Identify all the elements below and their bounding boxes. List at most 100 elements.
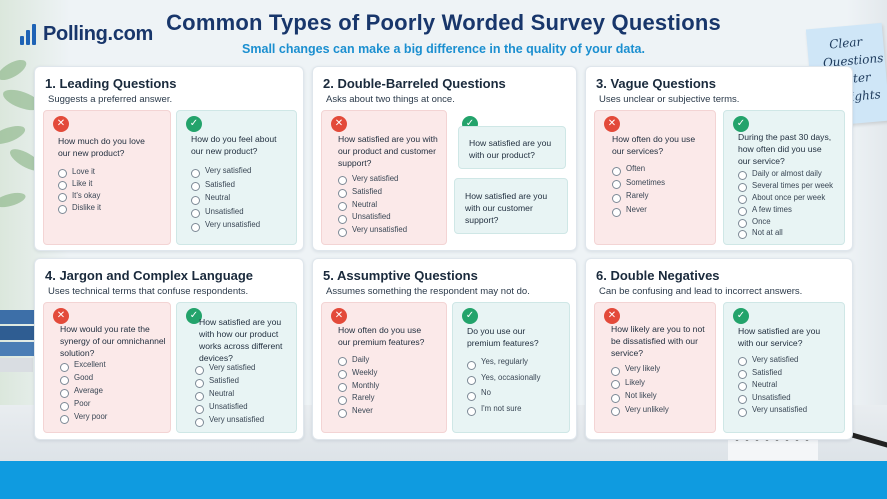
radio-option[interactable]: Excellent — [60, 360, 107, 373]
radio-option[interactable]: Very satisfied — [738, 355, 807, 368]
radio-option[interactable]: Satisfied — [195, 376, 264, 389]
radio-option[interactable]: Very unsatisfied — [195, 415, 264, 428]
radio-option[interactable]: Love it — [58, 167, 101, 179]
radio-option[interactable]: Dislike it — [58, 203, 101, 215]
brand-logo[interactable]: Polling.com — [20, 20, 153, 48]
radio-option[interactable]: Very satisfied — [338, 174, 407, 187]
radio-option[interactable]: Good — [60, 373, 107, 386]
bar-chart-icon — [20, 23, 38, 45]
radio-option[interactable]: Daily — [338, 355, 379, 368]
bad-example: ✕ How often do you use our premium featur… — [321, 302, 447, 433]
radio-option[interactable]: Weekly — [338, 368, 379, 381]
panel-vague-questions: 3. Vague Questions Uses unclear or subje… — [585, 66, 853, 251]
radio-option[interactable]: Yes, regularly — [467, 357, 541, 373]
radio-option[interactable]: It's okay — [58, 191, 101, 203]
radio-option[interactable]: Rarely — [612, 191, 665, 205]
bad-example: ✕ How likely are you to not be dissatisfi… — [594, 302, 716, 433]
question-text: How satisfied are you with our customer su… — [465, 191, 548, 225]
panel-description: Can be confusing and lead to incorrect a… — [599, 286, 803, 297]
x-icon: ✕ — [331, 308, 347, 324]
question-text: How often do you use our services? — [612, 134, 696, 156]
radio-option[interactable]: Very unlikely — [611, 405, 669, 419]
radio-option[interactable]: Very unsatisfied — [338, 225, 407, 238]
good-example: ✓ How satisfied are you with our service?… — [723, 302, 845, 433]
panel-description: Asks about two things at once. — [326, 94, 455, 105]
check-icon: ✓ — [733, 116, 749, 132]
radio-option[interactable]: Daily or almost daily — [738, 169, 833, 181]
radio-option[interactable]: Never — [612, 205, 665, 219]
radio-option[interactable]: Satisfied — [338, 187, 407, 200]
radio-option[interactable]: Average — [60, 386, 107, 399]
answer-options: Very satisfied Satisfied Neutral Unsatis… — [338, 174, 407, 238]
panel-assumptive-questions: 5. Assumptive Questions Assumes somethin… — [312, 258, 577, 440]
radio-option[interactable]: Neutral — [195, 389, 264, 402]
radio-option[interactable]: About once per week — [738, 193, 833, 205]
bad-example: ✕ How often do you use our services? Ofte… — [594, 110, 716, 245]
question-text: Do you use our premium features? — [467, 326, 539, 348]
radio-option[interactable]: Very poor — [60, 412, 107, 425]
question-text: How often do you use our premium features… — [338, 325, 425, 347]
panel-description: Suggests a preferred answer. — [48, 94, 173, 105]
radio-option[interactable]: Likely — [611, 378, 669, 392]
radio-option[interactable]: Monthly — [338, 381, 379, 394]
radio-option[interactable]: Not at all — [738, 228, 833, 240]
answer-options: Very satisfied Satisfied Neutral Unsatis… — [195, 363, 264, 428]
radio-option[interactable]: Rarely — [338, 393, 379, 406]
radio-option[interactable]: Satisfied — [191, 180, 260, 194]
page-title: Common Types of Poorly Worded Survey Que… — [166, 10, 721, 35]
radio-option[interactable]: Very unsatisfied — [738, 405, 807, 418]
radio-option[interactable]: Neutral — [738, 380, 807, 393]
panel-jargon-complex-language: 4. Jargon and Complex Language Uses tech… — [34, 258, 304, 440]
radio-option[interactable]: Unsatisfied — [191, 207, 260, 221]
good-example: ✓ How do you feel about our new product? … — [176, 110, 297, 245]
question-text: How do you feel about our new product? — [191, 134, 277, 156]
bad-example: ✕ How much do you love our new product? L… — [43, 110, 171, 245]
radio-option[interactable]: I'm not sure — [467, 404, 541, 420]
radio-option[interactable]: Sometimes — [612, 178, 665, 192]
radio-option[interactable]: Very unsatisfied — [191, 220, 260, 234]
radio-option[interactable]: Very satisfied — [191, 166, 260, 180]
radio-option[interactable]: Often — [612, 164, 665, 178]
radio-option[interactable]: Several times per week — [738, 181, 833, 193]
question-text: How would you rate the synergy of our omn… — [60, 324, 166, 358]
x-icon: ✕ — [53, 116, 69, 132]
radio-option[interactable]: Very satisfied — [195, 363, 264, 376]
answer-options: Daily or almost daily Several times per … — [738, 169, 833, 240]
answer-options: Very satisfied Satisfied Neutral Unsatis… — [738, 355, 807, 418]
radio-option[interactable]: Like it — [58, 179, 101, 191]
answer-options: Yes, regularly Yes, occasionally No I'm … — [467, 357, 541, 419]
radio-option[interactable]: Satisfied — [738, 368, 807, 381]
radio-option[interactable]: A few times — [738, 205, 833, 217]
radio-option[interactable]: Unsatisfied — [738, 393, 807, 406]
page-subtitle: Small changes can make a big difference … — [242, 42, 645, 56]
panel-description: Uses unclear or subjective terms. — [599, 94, 740, 105]
radio-option[interactable]: Neutral — [191, 193, 260, 207]
radio-option[interactable]: Yes, occasionally — [467, 373, 541, 389]
question-text: How likely are you to not be dissatisfied… — [611, 324, 705, 358]
panel-description: Uses technical terms that confuse respon… — [48, 286, 249, 297]
radio-option[interactable]: Once — [738, 217, 833, 229]
radio-option[interactable]: Unsatisfied — [338, 212, 407, 225]
panel-title: 4. Jargon and Complex Language — [45, 268, 254, 283]
radio-option[interactable]: No — [467, 388, 541, 404]
radio-option[interactable]: Very likely — [611, 364, 669, 378]
radio-option[interactable]: Never — [338, 406, 379, 419]
bad-example: ✕ How would you rate the synergy of our o… — [43, 302, 171, 433]
answer-options: Daily Weekly Monthly Rarely Never — [338, 355, 379, 419]
good-question-product: How satisfied are you with our product? — [458, 126, 566, 169]
panel-double-barreled-questions: 2. Double-Barreled Questions Asks about … — [312, 66, 577, 251]
panel-title: 6. Double Negatives — [596, 268, 720, 283]
answer-options: Excellent Good Average Poor Very poor — [60, 360, 107, 425]
radio-option[interactable]: Poor — [60, 399, 107, 412]
brand-name: Polling.com — [43, 22, 154, 45]
panel-title: 1. Leading Questions — [45, 76, 177, 91]
good-example: ✓ During the past 30 days, how often did … — [723, 110, 845, 245]
check-icon: ✓ — [733, 308, 749, 324]
radio-option[interactable]: Neutral — [338, 200, 407, 213]
panel-leading-questions: 1. Leading Questions Suggests a preferre… — [34, 66, 304, 251]
good-example: ✓ How satisfied are you with our product?… — [452, 110, 570, 245]
radio-option[interactable]: Unsatisfied — [195, 402, 264, 415]
radio-option[interactable]: Not likely — [611, 391, 669, 405]
good-question-support: How satisfied are you with our customer su… — [454, 178, 568, 234]
footer-bar — [0, 461, 887, 499]
